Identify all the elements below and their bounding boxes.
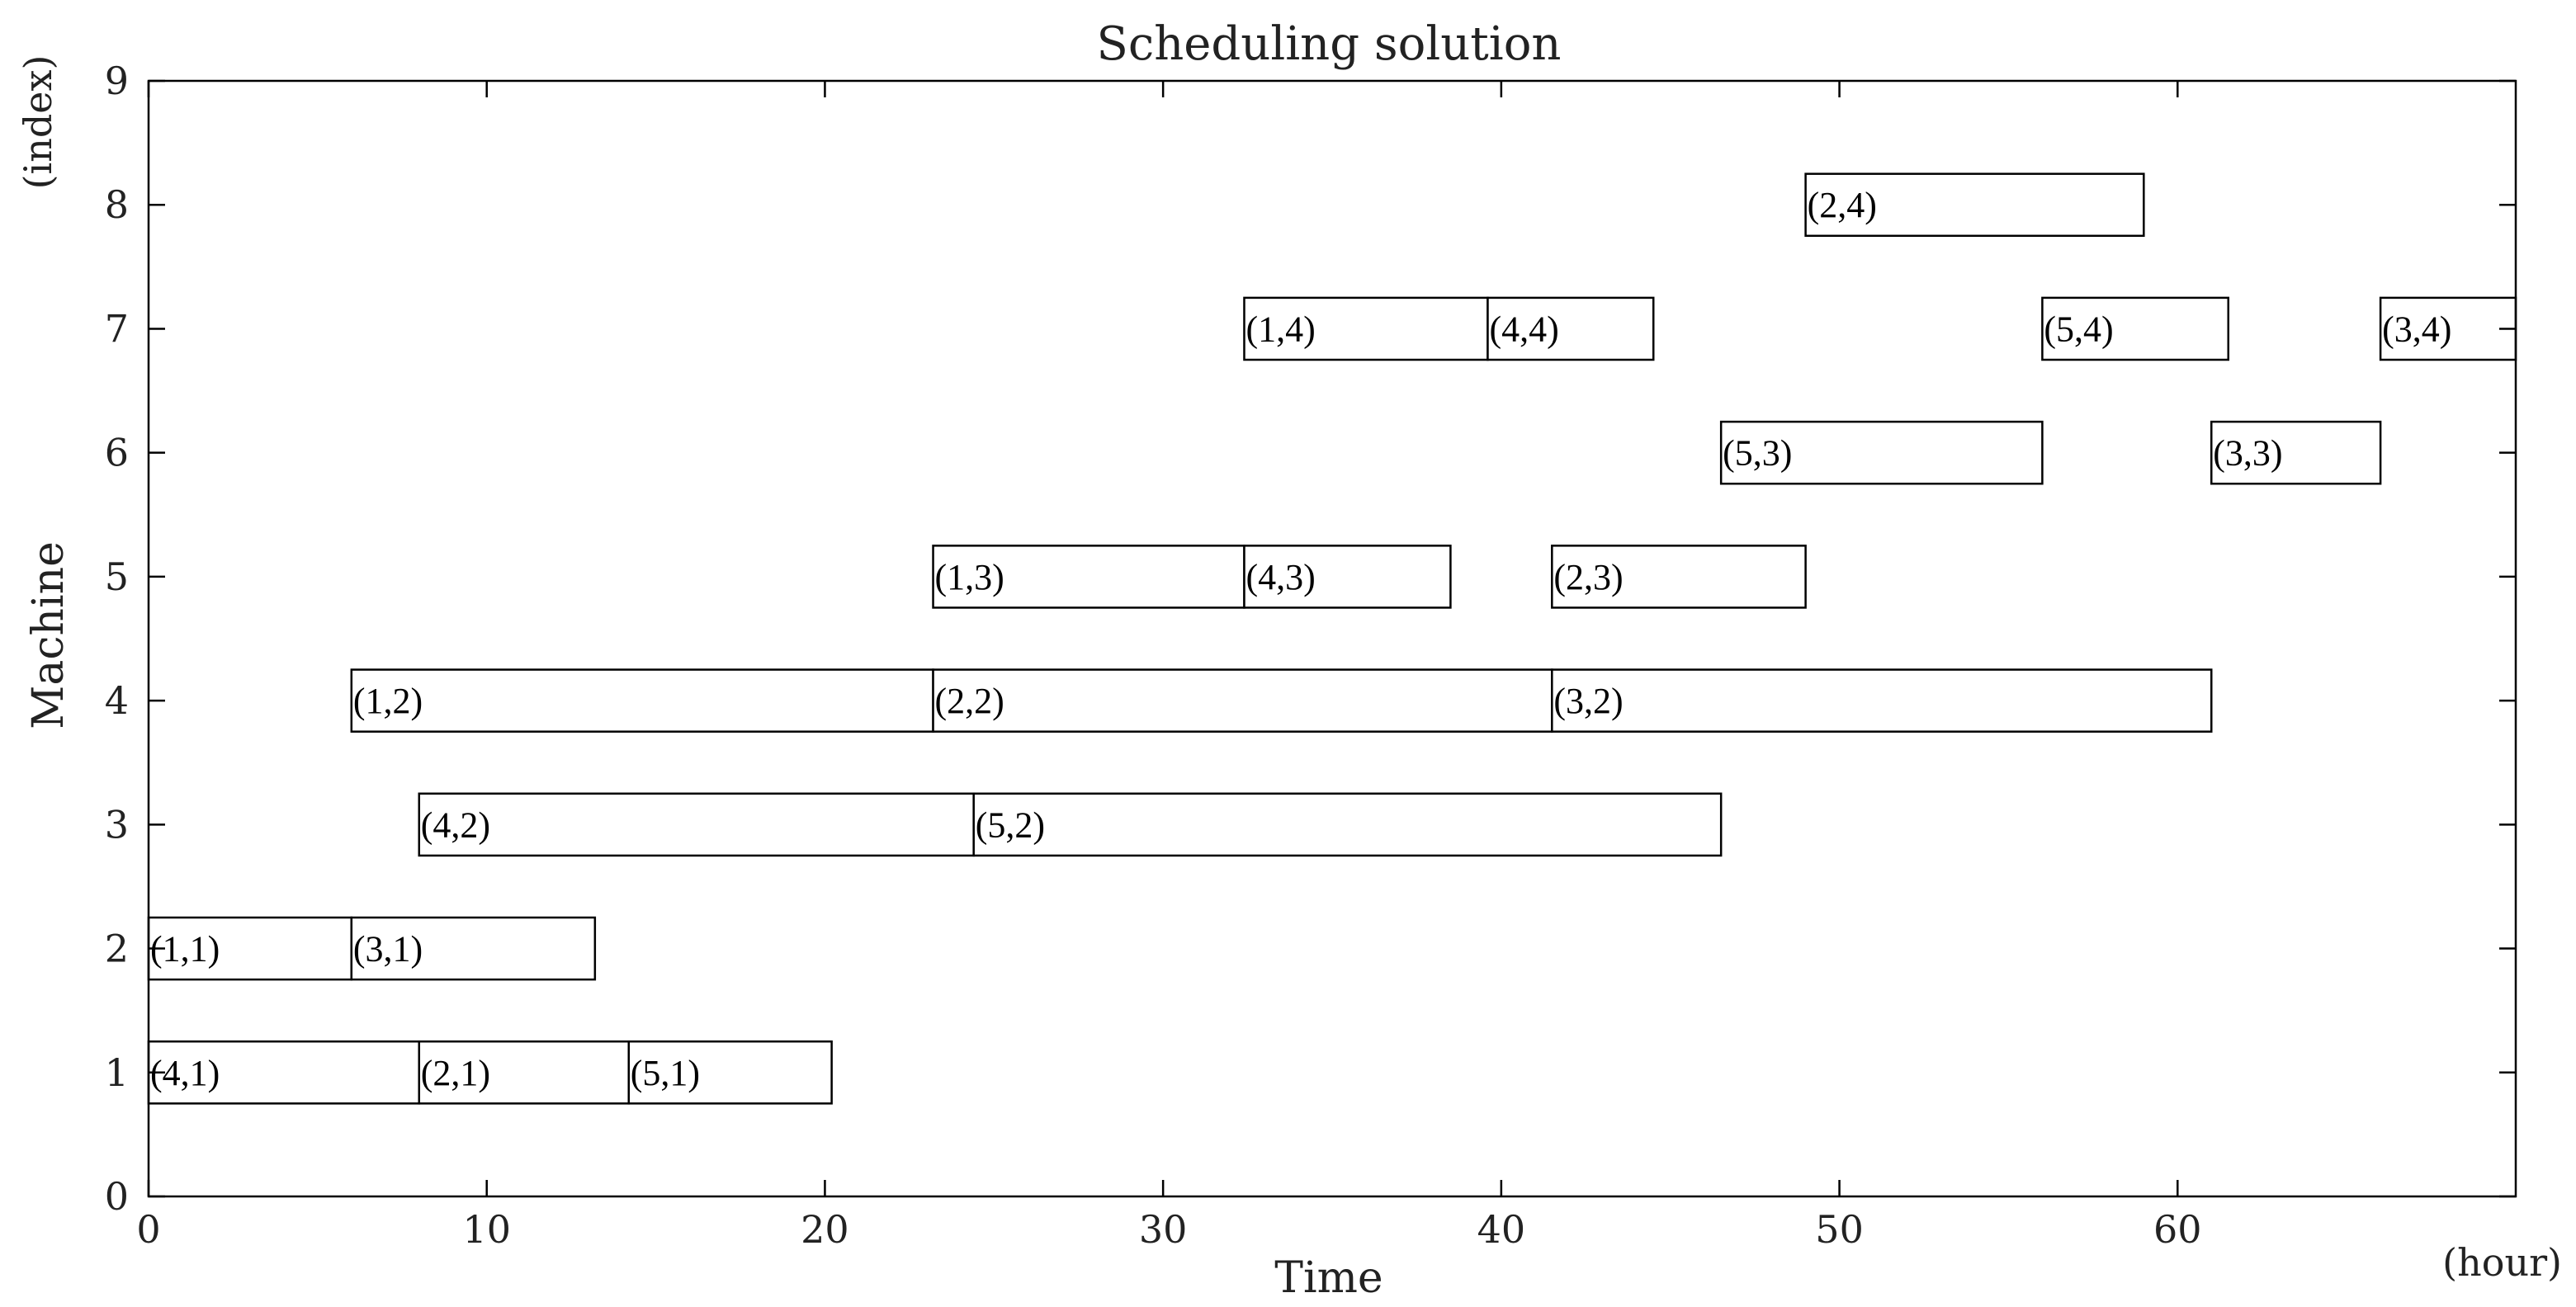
task-bar-18 bbox=[2379, 296, 2517, 361]
task-label-10: (1,3) bbox=[935, 557, 1004, 597]
task-bar-4 bbox=[350, 916, 597, 981]
task-label-5: (4,2) bbox=[421, 804, 490, 845]
task-label-1: (2,1) bbox=[421, 1053, 490, 1093]
task-label-4: (3,1) bbox=[353, 929, 423, 970]
y-tick-label-8: 8 bbox=[105, 182, 129, 227]
task-bar-7 bbox=[350, 668, 934, 733]
y-tick-label-0: 0 bbox=[105, 1174, 129, 1219]
task-bar-12 bbox=[1551, 545, 1807, 609]
task-label-9: (3,2) bbox=[1553, 681, 1623, 721]
x-tick-label-5: 50 bbox=[1815, 1207, 1864, 1252]
task-label-15: (1,4) bbox=[1245, 309, 1315, 349]
y-axis-label: Machine bbox=[24, 541, 73, 729]
task-bar-3 bbox=[147, 916, 353, 981]
x-tick-label-3: 30 bbox=[1139, 1207, 1188, 1252]
task-bar-8 bbox=[932, 668, 1553, 733]
task-label-11: (4,3) bbox=[1245, 557, 1315, 597]
task-label-8: (2,2) bbox=[935, 681, 1004, 721]
task-label-13: (5,3) bbox=[1723, 433, 1792, 474]
y-tick-label-7: 7 bbox=[105, 306, 129, 351]
task-label-19: (2,4) bbox=[1808, 185, 1877, 225]
y-tick-label-6: 6 bbox=[105, 431, 129, 475]
task-label-2: (5,1) bbox=[631, 1053, 700, 1093]
task-bar-19 bbox=[1804, 172, 2145, 238]
task-bars: (4,1) (2,1) (5,1)(1,1) (3,1)(4,2) (5,2)(1,2)… bbox=[147, 172, 2517, 1105]
task-label-17: (5,4) bbox=[2044, 309, 2113, 349]
task-label-6: (5,2) bbox=[976, 804, 1045, 845]
task-label-7: (1,2) bbox=[353, 681, 423, 721]
y-axis-ticks: 0 1 2 3 4 5 6 7 8 9 bbox=[105, 59, 2516, 1219]
y-axis-unit: (index) bbox=[16, 55, 60, 190]
task-bar-13 bbox=[1719, 420, 2044, 485]
task-bar-17 bbox=[2041, 296, 2229, 361]
y-tick-label-9: 9 bbox=[105, 59, 129, 103]
x-axis-label: Time bbox=[1274, 1253, 1383, 1303]
task-bar-15 bbox=[1243, 296, 1489, 361]
task-bar-1 bbox=[418, 1040, 631, 1105]
task-bar-2 bbox=[627, 1040, 833, 1105]
x-tick-label-2: 20 bbox=[801, 1207, 849, 1252]
task-bar-16 bbox=[1487, 296, 1655, 361]
y-tick-label-4: 4 bbox=[105, 678, 129, 723]
y-tick-label-5: 5 bbox=[105, 554, 129, 599]
task-label-14: (3,3) bbox=[2213, 433, 2282, 474]
x-axis-ticks: 0 10 20 30 40 50 60 bbox=[136, 81, 2202, 1252]
task-bar-6 bbox=[972, 792, 1723, 857]
chart-title: Scheduling solution bbox=[1096, 17, 1561, 71]
task-bar-14 bbox=[2210, 420, 2382, 485]
y-tick-label-2: 2 bbox=[105, 927, 129, 971]
task-bar-5 bbox=[418, 792, 975, 857]
task-bar-0 bbox=[147, 1040, 421, 1105]
task-label-16: (4,4) bbox=[1489, 309, 1558, 349]
task-bar-10 bbox=[932, 545, 1245, 609]
task-bar-11 bbox=[1243, 545, 1452, 609]
x-tick-label-6: 60 bbox=[2153, 1207, 2202, 1252]
y-tick-label-3: 3 bbox=[105, 802, 129, 847]
y-tick-label-1: 1 bbox=[105, 1050, 129, 1095]
plot-frame bbox=[147, 79, 2517, 1198]
x-tick-label-4: 40 bbox=[1477, 1207, 1526, 1252]
task-label-12: (2,3) bbox=[1553, 557, 1623, 597]
task-bar-9 bbox=[1551, 668, 2213, 733]
x-tick-label-0: 0 bbox=[136, 1207, 160, 1252]
x-axis-unit: (hour) bbox=[2442, 1240, 2562, 1285]
task-label-18: (3,4) bbox=[2382, 309, 2451, 349]
x-tick-label-1: 10 bbox=[462, 1207, 511, 1252]
